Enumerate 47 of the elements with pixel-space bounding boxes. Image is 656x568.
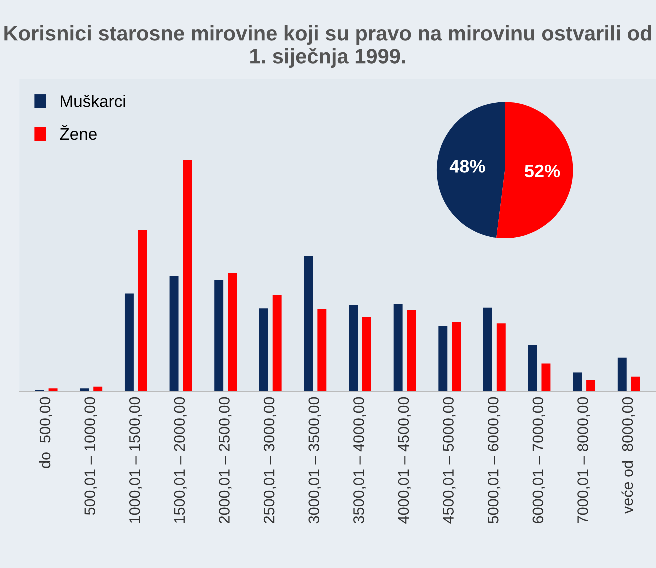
x-tick-label: 2000,01 – 2500,00 (219, 397, 232, 524)
bar (214, 280, 224, 392)
x-tick-label: 1000,01 – 1500,00 (129, 397, 142, 524)
x-tick-label: do 500,00 (39, 397, 52, 468)
chart-title: Korisnici starosne mirovine koji su pravo na mirovinu ostvarili od 1. siječnja 1999. (4, 26, 652, 68)
pie-slice (436, 102, 506, 238)
x-tick-label: 7000,01 – 8000,00 (578, 397, 590, 524)
x-tick-label: 4500,01 – 5000,00 (443, 397, 456, 524)
x-tick-label: 3500,01 – 4000,00 (354, 397, 366, 524)
bar (272, 295, 282, 392)
x-tick-label: 500,01 – 1000,00 (84, 397, 98, 516)
x-tick-label: 4000,01 – 4500,00 (398, 397, 411, 524)
bar (438, 326, 448, 392)
bar (452, 322, 462, 392)
bar (138, 230, 148, 392)
bar (349, 305, 358, 392)
data-label: 52% (525, 164, 560, 178)
bar (259, 308, 268, 392)
bar (228, 272, 238, 392)
bar (48, 388, 58, 392)
bar (528, 345, 538, 392)
bar (586, 380, 596, 392)
bar (304, 256, 314, 392)
bar (124, 294, 134, 392)
data-label: 48% (450, 160, 486, 173)
x-tick-label: 3000,01 – 3500,00 (308, 397, 322, 524)
bar (318, 310, 327, 392)
bar (631, 376, 640, 392)
bar (483, 308, 492, 392)
bar (573, 372, 582, 392)
x-tick-label: 5000,01 – 6000,00 (488, 397, 501, 524)
legend-label: Muškarci (61, 95, 126, 108)
bar (80, 388, 90, 392)
bar (183, 160, 192, 392)
bar (407, 310, 416, 392)
legend-label: Žene (60, 125, 97, 140)
bar (362, 316, 372, 392)
bar (496, 324, 506, 392)
bar (618, 358, 627, 392)
bar (170, 276, 179, 392)
x-tick-label: 6000,01 – 7000,00 (532, 397, 546, 524)
x-tick-label: 2500,01 – 3000,00 (264, 397, 277, 524)
bar (394, 304, 403, 392)
bar (542, 364, 551, 392)
x-tick-label: veće od 8000,00 (622, 397, 636, 514)
x-tick-label: 1500,01 – 2000,00 (174, 397, 187, 524)
pie-slice (496, 102, 574, 239)
